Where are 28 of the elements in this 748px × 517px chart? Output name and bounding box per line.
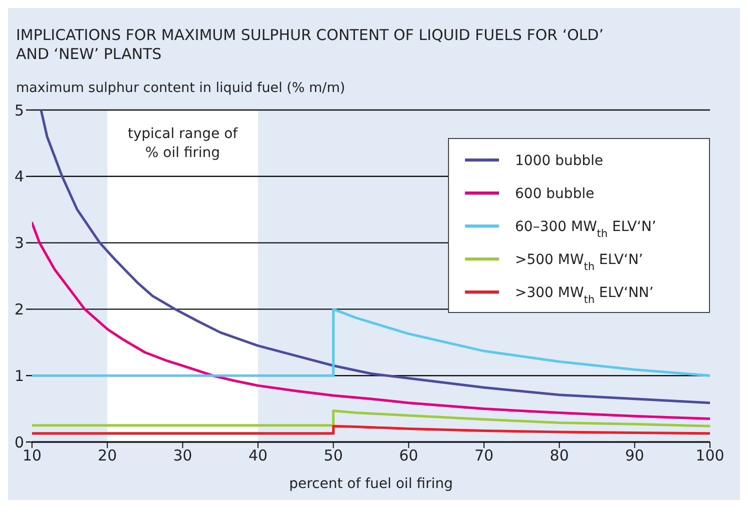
y-tick-label: 4 — [14, 168, 24, 186]
x-tick-label: 50 — [324, 446, 343, 465]
x-tick-label: 30 — [173, 446, 192, 465]
x-tick-label: 100 — [696, 446, 724, 465]
y-axis-title: maximum sulphur content in liquid fuel (% m/m) — [15, 79, 346, 96]
y-tick-label: 0 — [14, 433, 24, 452]
band-label: typical range of % oil firing — [128, 126, 239, 161]
y-tick-label: 3 — [14, 234, 24, 252]
legend-label: 1000 bubble — [515, 152, 604, 168]
x-tick-label: 60 — [399, 446, 418, 465]
x-tick-label: 40 — [248, 446, 268, 465]
y-tick-label: 1 — [14, 366, 24, 385]
chart-title: IMPLICATIONS FOR MAXIMUM SULPHUR CONTENT OF LIQUID FUELS FOR ‘OLD’ AND ‘NEW’ PLANTS — [15, 25, 605, 64]
legend-label: >500 MW$_{th}$ ELV‘N’ — [515, 252, 644, 272]
line-series — [32, 424, 710, 435]
legend-label: >300 MW$_{th}$ ELV‘NN’ — [515, 284, 654, 306]
y-tick-label: 2 — [14, 300, 24, 319]
legend-label: 600 bubble — [515, 186, 594, 202]
x-tick-label: 80 — [550, 446, 569, 465]
line-series — [32, 410, 710, 428]
line-series — [40, 110, 710, 404]
legend-label: 60–300 MW$_{th}$ ELV‘N’ — [515, 218, 656, 240]
x-tick-label: 20 — [98, 446, 117, 465]
y-tick-label: 5 — [14, 101, 24, 120]
x-tick-label: 90 — [625, 446, 644, 465]
x-tick-label: 10 — [22, 446, 42, 465]
x-tick-label: 70 — [474, 446, 494, 465]
x-axis-title: percent of fuel oil firing — [289, 476, 453, 492]
